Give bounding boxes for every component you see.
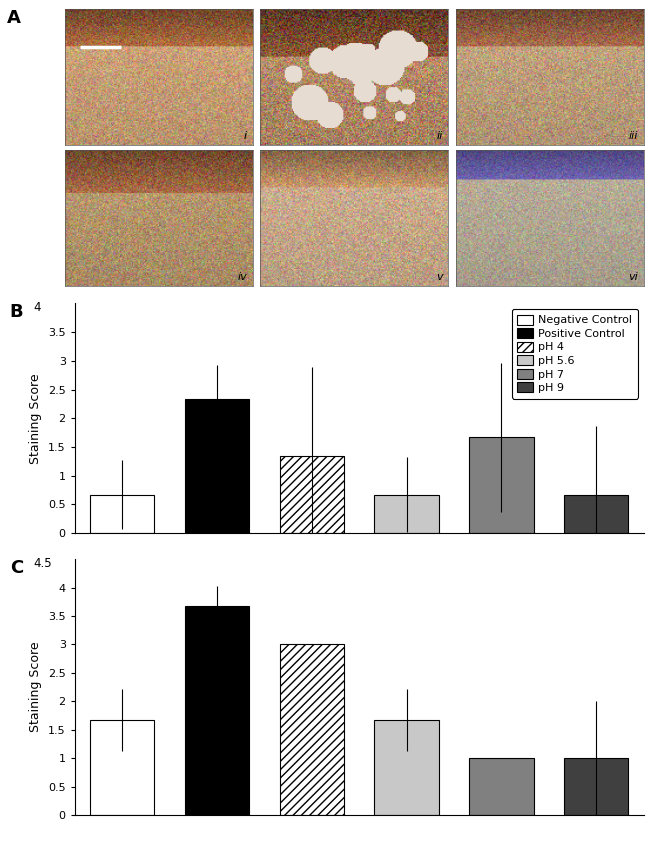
Text: iv: iv [237,272,247,282]
Bar [564,495,629,533]
Bar [185,606,249,815]
Bar [374,720,439,815]
Bar [469,437,534,533]
Text: ii: ii [436,131,443,140]
Text: v: v [436,272,443,282]
Bar [280,456,344,533]
Bar [90,720,155,815]
Text: 4: 4 [34,301,42,314]
Text: B: B [10,303,23,322]
Text: vi: vi [628,272,638,282]
Bar [280,644,344,815]
Text: A: A [6,9,20,27]
Legend: Negative Control, Positive Control, pH 4, pH 5.6, pH 7, pH 9: Negative Control, Positive Control, pH 4… [512,309,638,399]
Y-axis label: Staining Score: Staining Score [29,373,42,464]
Bar [374,495,439,533]
Y-axis label: Staining Score: Staining Score [29,642,42,733]
Bar [90,495,155,533]
Bar [564,758,629,815]
Text: 4.5: 4.5 [34,557,53,570]
Bar [469,758,534,815]
Bar [185,400,249,533]
Text: i: i [244,131,247,140]
Text: C: C [10,559,23,577]
Text: iii: iii [629,131,638,140]
